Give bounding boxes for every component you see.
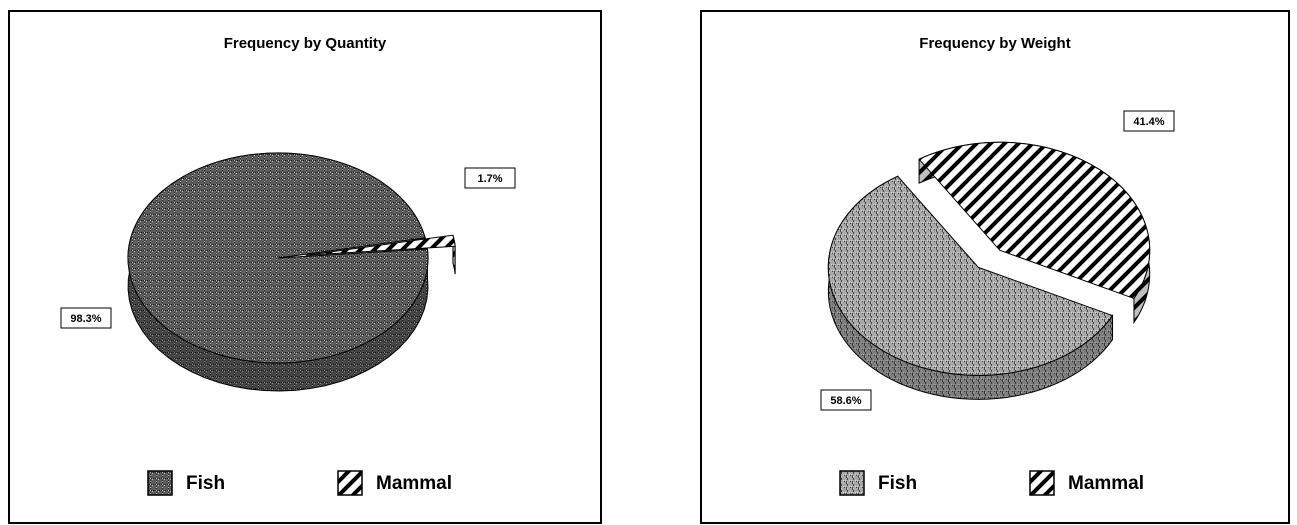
legend-label: Fish (878, 473, 917, 494)
value-label: 58.6% (830, 395, 861, 407)
chart-title: Frequency by Weight (919, 35, 1070, 52)
pie-tops (127, 152, 456, 364)
legend-label: Fish (186, 473, 225, 494)
chart-title: Frequency by Quantity (224, 35, 387, 52)
value-label-box (820, 389, 872, 411)
chart-panel: Frequency by Weight 58.6% 41.4% Fish Mammal (700, 10, 1290, 524)
value-label-box (60, 307, 112, 329)
legend-label: Mammal (376, 473, 452, 494)
pie-slice (305, 234, 456, 256)
legend-swatch (1029, 470, 1055, 496)
legend-label: Mammal (1068, 473, 1144, 494)
legend-swatch (147, 470, 173, 496)
pie-tops (827, 141, 1151, 376)
legend-swatch (337, 470, 363, 496)
legend-swatch (839, 470, 865, 496)
chart-panel: Frequency by Quantity 98.3% 1.7% Fish Mammal (8, 10, 602, 524)
value-label-box (464, 167, 516, 189)
panel-frame (700, 10, 1290, 524)
value-label: 41.4% (1133, 116, 1164, 128)
value-label-box (1123, 110, 1175, 132)
pie-slice (918, 141, 1151, 300)
value-label: 98.3% (70, 313, 101, 325)
pie-slice (127, 152, 429, 364)
pie-slice (827, 175, 1114, 376)
value-label: 1.7% (477, 173, 502, 185)
